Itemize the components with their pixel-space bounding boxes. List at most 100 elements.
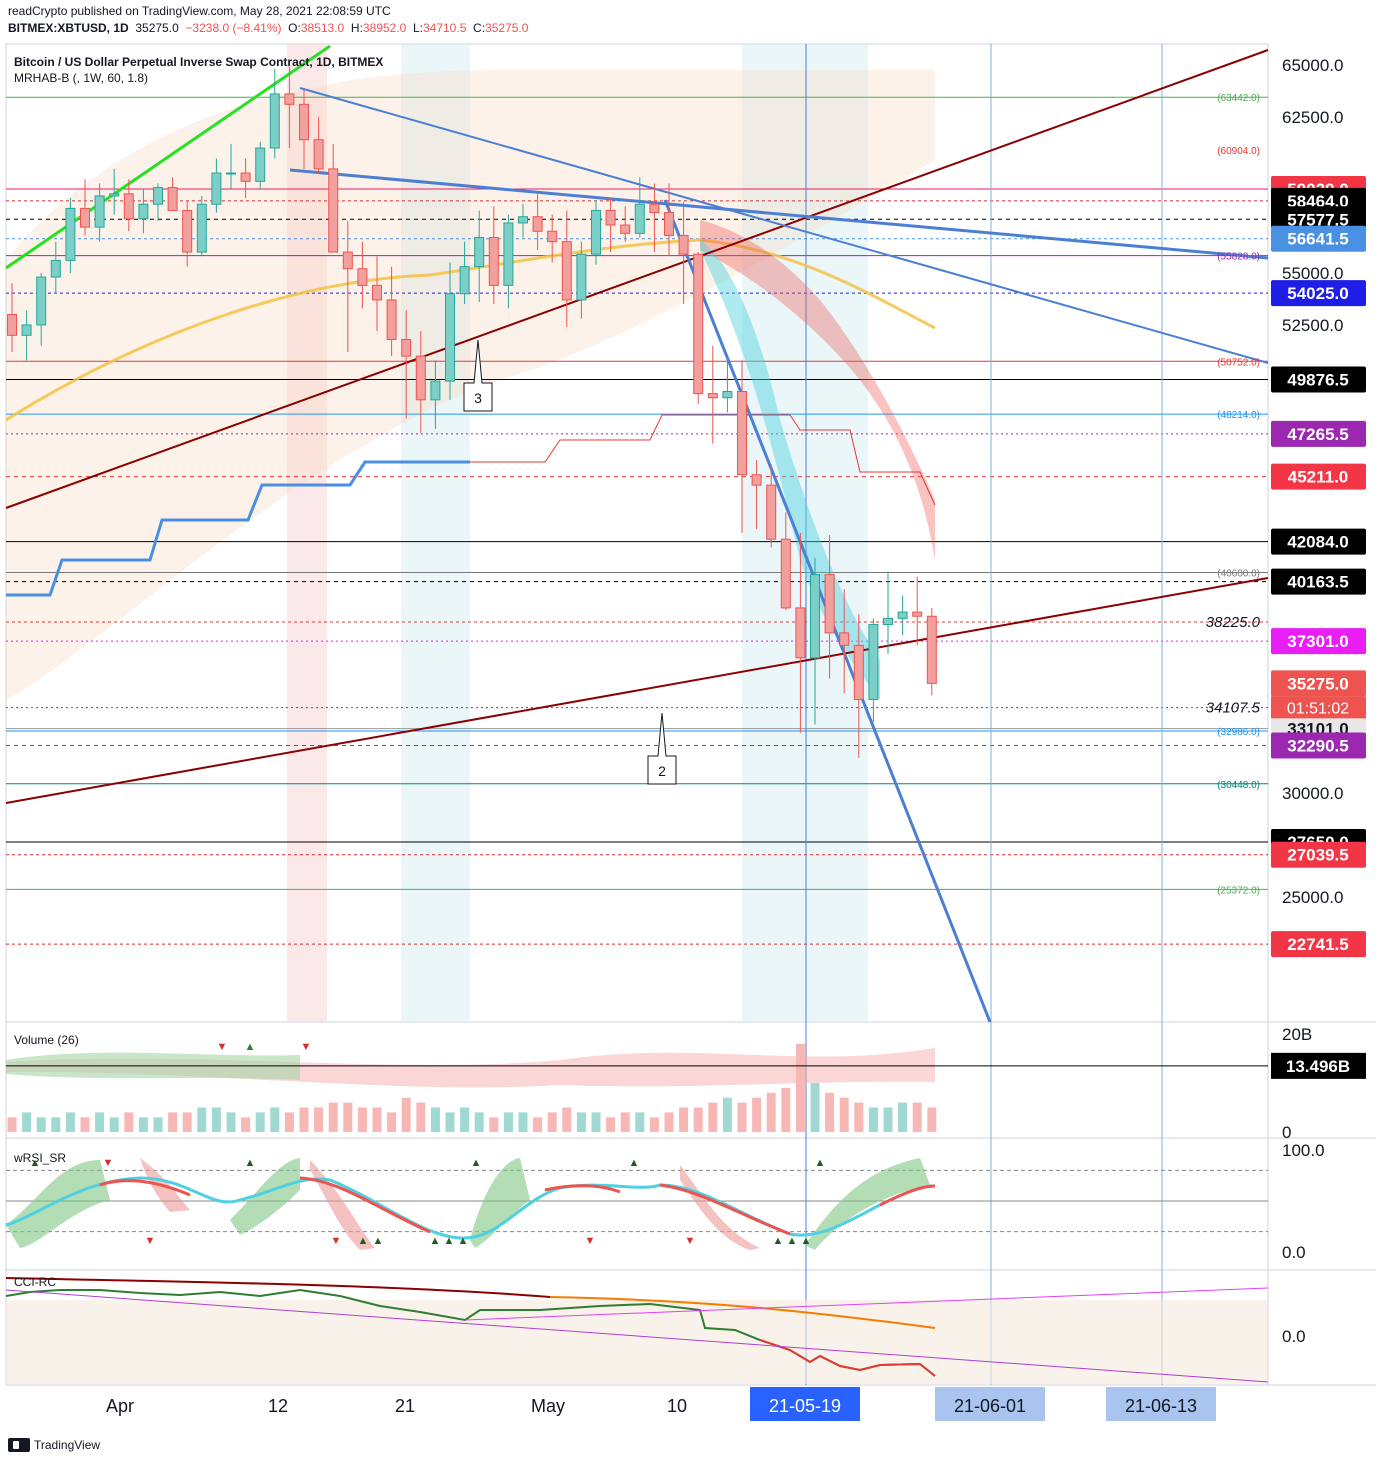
- volume-bar: [854, 1102, 864, 1132]
- price-label-text: 57577.5: [1287, 210, 1348, 229]
- rsi-down-arrow-icon: ▼: [685, 1235, 696, 1247]
- volume-bar: [416, 1102, 426, 1132]
- volume-bar: [795, 1043, 805, 1132]
- volume-bar: [898, 1102, 908, 1132]
- highlight-zone: [742, 44, 868, 1022]
- last-price: 35275.0: [135, 21, 179, 35]
- price-label-text: 56641.5: [1287, 230, 1348, 249]
- price-label-badge: 32290.5: [1271, 732, 1366, 759]
- rsi-line-red: [99, 1176, 936, 1236]
- weekly-step-line: [6, 460, 470, 597]
- up-ribbon: [700, 240, 880, 700]
- candle-body: [678, 234, 689, 255]
- time-tick: 10: [667, 1396, 687, 1416]
- candle-body: [649, 203, 660, 214]
- volume-bar: [197, 1107, 207, 1132]
- candle-body: [707, 393, 718, 399]
- candle-body: [313, 139, 324, 170]
- highlight-zone: [401, 44, 470, 1022]
- candle-body: [21, 324, 32, 336]
- time-badge-bg: [750, 1387, 860, 1421]
- volume-bar: [737, 1102, 747, 1132]
- rsi-up-arrow-icon: ▲: [245, 1157, 256, 1169]
- publish-info: readCrypto published on TradingView.com,…: [8, 4, 391, 18]
- cci-band: [6, 1300, 1268, 1384]
- price-label-badge: 27039.5: [1271, 841, 1366, 868]
- time-tick: 12: [268, 1396, 288, 1416]
- volume-bar: [153, 1117, 163, 1132]
- wrsi-legend: wRSI_SR: [13, 1151, 66, 1165]
- rsi-green-area: [805, 1158, 930, 1250]
- candle-body: [153, 187, 163, 205]
- symbol-label: BITMEX:XBTUSD, 1D: [8, 21, 129, 35]
- candle-body: [182, 209, 193, 253]
- callout-box: [463, 339, 493, 412]
- volume-bar: [65, 1112, 75, 1132]
- price-label-text: 32290.5: [1287, 736, 1348, 755]
- volume-bar: [357, 1107, 367, 1132]
- price-label-text: 45211.0: [1288, 468, 1349, 487]
- rsi-up-arrow-icon: ▲: [801, 1235, 812, 1247]
- sma-line: [5, 238, 936, 422]
- price-tick: 30000.0: [1282, 784, 1343, 803]
- volume-signal-icon: ▲: [245, 1041, 256, 1053]
- down-ribbon: [700, 220, 935, 560]
- volume-bar: [635, 1112, 645, 1132]
- footer-brand: TradingView: [34, 1438, 101, 1452]
- candle-body: [912, 611, 923, 617]
- ohlc-header: BITMEX:XBTUSD, 1D 35275.0 −3238.0 (−8.41…: [8, 21, 528, 35]
- candle-body: [211, 172, 222, 205]
- low-value: 34710.5: [422, 21, 467, 35]
- volume-legend: Volume (26): [14, 1033, 79, 1047]
- price-label-text: 49876.5: [1287, 371, 1348, 390]
- candle-body: [605, 209, 616, 226]
- high-label: H:: [350, 21, 363, 35]
- candle-body: [488, 237, 499, 286]
- candle-body: [415, 355, 426, 401]
- level-note: (40600.0): [1217, 569, 1260, 580]
- volume-tick: 0: [1282, 1123, 1291, 1142]
- candle-body: [518, 216, 528, 224]
- time-tick: Apr: [106, 1396, 134, 1416]
- price-label-badge: 54025.0: [1271, 280, 1366, 307]
- countdown-text: 01:51:02: [1287, 700, 1349, 717]
- price-label-badge: 40163.5: [1271, 568, 1366, 595]
- volume-bar: [649, 1117, 659, 1132]
- candle-body: [109, 193, 120, 197]
- level-note: (48214.0): [1217, 410, 1260, 421]
- time-badge-bg: [935, 1387, 1045, 1421]
- rsi-green-area: [230, 1158, 300, 1235]
- price-label-text: 47265.5: [1287, 425, 1348, 444]
- volume-bar: [430, 1107, 440, 1132]
- volume-label-text: 13.496B: [1286, 1057, 1350, 1076]
- time-badge-bg: [1106, 1387, 1216, 1421]
- candle-body: [810, 574, 820, 659]
- low-label: L:: [412, 21, 423, 35]
- side-note: 38225.0: [1206, 614, 1261, 631]
- green-trendline: [5, 44, 331, 270]
- volume-tick: 20B: [1282, 1025, 1312, 1044]
- level-note: (60904.0): [1217, 146, 1260, 157]
- time-badge: 21-06-13: [1125, 1396, 1197, 1416]
- cci-slow-line: [5, 1277, 551, 1298]
- high-value: 38952.0: [362, 21, 407, 35]
- publish-line: readCrypto published on TradingView.com,…: [8, 4, 391, 18]
- volume-bar: [80, 1117, 90, 1132]
- candle-body: [883, 617, 893, 626]
- cci-slow-line-orange: [549, 1296, 936, 1329]
- price-tick: 62500.0: [1282, 108, 1343, 127]
- candle-body: [634, 203, 645, 234]
- level-note: (55828.0): [1217, 252, 1260, 263]
- level-note: (32986.0): [1217, 727, 1260, 738]
- candle-body: [36, 276, 47, 326]
- volume-bar: [211, 1107, 221, 1132]
- volume-bar: [591, 1112, 601, 1132]
- volume-bar: [679, 1107, 689, 1132]
- volume-bar: [109, 1117, 119, 1132]
- rsi-up-arrow-icon: ▲: [629, 1157, 640, 1169]
- candle-body: [138, 203, 149, 220]
- candle-body: [693, 253, 704, 395]
- price-label-bg: [1271, 732, 1366, 759]
- candle-body: [780, 538, 791, 609]
